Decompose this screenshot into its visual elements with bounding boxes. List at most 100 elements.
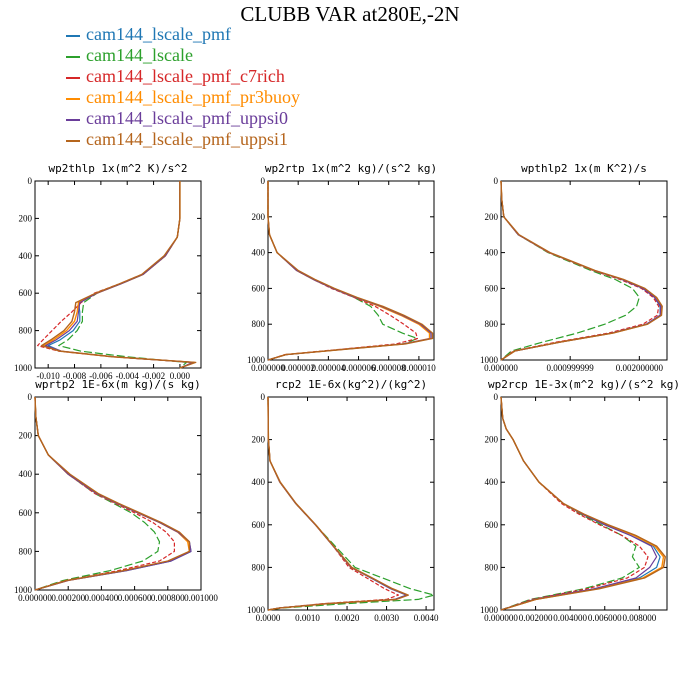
x-tick-label: 0.004000 xyxy=(553,613,587,623)
legend-label: cam144_lscale_pmf_uppsi1 xyxy=(86,129,288,149)
chart-panel: wpthlp2 1x(m K^2)/s020040060080010000.00… xyxy=(480,162,668,373)
y-tick-label: 800 xyxy=(252,319,266,329)
series-line xyxy=(267,181,432,361)
x-tick-label: 0.002000 xyxy=(519,613,553,623)
legend-label: cam144_lscale_pmf_uppsi0 xyxy=(86,108,288,128)
series-line xyxy=(500,180,660,361)
x-tick-label: 0.000400 xyxy=(85,593,119,603)
series-line xyxy=(267,396,408,611)
y-tick-label: 800 xyxy=(485,562,499,572)
x-tick-label: 0.000008 xyxy=(372,363,406,373)
x-tick-label: 0.000004 xyxy=(311,363,345,373)
series-line xyxy=(267,396,409,611)
plot-frame xyxy=(34,180,202,369)
series-line xyxy=(267,181,418,361)
x-tick-label: 0.0030 xyxy=(374,613,399,623)
y-tick-label: 600 xyxy=(19,508,33,518)
x-tick-label: 0.002000000 xyxy=(616,363,664,373)
chart-panel: wp2rtp 1x(m^2 kg)/(s^2 kg)0 200 400 600 800 1… xyxy=(247,162,437,373)
series-line xyxy=(267,396,435,611)
series-line xyxy=(500,180,663,361)
y-tick-label: 400 xyxy=(19,469,33,479)
y-tick-label: 600 xyxy=(252,283,266,293)
y-tick-label: 800 xyxy=(485,319,499,329)
x-tick-label: 0.001000 xyxy=(184,593,218,603)
y-tick-label: 1000 xyxy=(14,585,33,595)
y-tick-label: 400 xyxy=(485,477,499,487)
plot-frame xyxy=(267,396,435,611)
y-tick-label: 200 xyxy=(252,212,266,222)
x-tick-label: 0.000000 xyxy=(251,363,285,373)
x-tick-label: -0.002 xyxy=(142,371,165,381)
series-line xyxy=(267,396,407,611)
y-tick-label: 200 xyxy=(19,213,33,223)
x-tick-label: 0.000999999 xyxy=(547,363,595,373)
y-tick-label: 1000 xyxy=(14,363,33,373)
y-tick-label: 200 xyxy=(19,431,33,441)
panel-title: wpthlp2 1x(m K^2)/s xyxy=(521,162,647,175)
series-line xyxy=(40,181,197,369)
series-line xyxy=(500,396,658,611)
legend-item: cam144_lscale xyxy=(66,45,300,66)
plot-frame xyxy=(34,396,202,591)
y-tick-label: 600 xyxy=(252,520,266,530)
y-tick-label: 400 xyxy=(252,477,266,487)
series-line xyxy=(500,396,640,611)
plot-frame xyxy=(267,180,435,361)
x-tick-label: -0.004 xyxy=(116,371,140,381)
y-tick-label: 0 xyxy=(28,392,33,402)
x-tick-label: -0.008 xyxy=(63,371,87,381)
legend-label: cam144_lscale_pmf_c7rich xyxy=(86,66,285,86)
series-line xyxy=(267,396,408,611)
x-tick-label: 0.000010 xyxy=(402,363,436,373)
x-tick-label: 0.0020 xyxy=(335,613,360,623)
x-tick-label: 0.0010 xyxy=(295,613,320,623)
series-line xyxy=(267,181,418,361)
plot-frame xyxy=(500,396,668,611)
chart-panel: wprtp2 1E-6x(m kg)/(s kg)0 200 400 600 800 10… xyxy=(14,378,218,603)
y-tick-label: 800 xyxy=(19,326,33,336)
x-tick-label: 0.006000 xyxy=(588,613,622,623)
series-line xyxy=(500,396,666,611)
y-tick-label: 0 xyxy=(261,176,266,186)
y-tick-label: 1000 xyxy=(480,605,499,615)
series-line xyxy=(267,396,399,611)
x-tick-label: 0.000200 xyxy=(51,593,85,603)
y-tick-label: 400 xyxy=(252,248,266,258)
series-line xyxy=(267,181,432,361)
chart-panel: wp2rcp 1E-3x(m^2 kg)/(s^2 kg)0 200 400 600 8… xyxy=(480,378,680,623)
y-tick-label: 600 xyxy=(485,283,499,293)
legend-item: cam144_lscale_pmf xyxy=(66,24,300,45)
y-tick-label: 200 xyxy=(485,435,499,445)
series-line xyxy=(34,396,191,591)
y-tick-label: 400 xyxy=(19,251,33,261)
legend-item: cam144_lscale_pmf_uppsi0 xyxy=(66,108,300,129)
series-line xyxy=(500,180,663,361)
legend-swatch xyxy=(66,77,80,79)
legend-label: cam144_lscale xyxy=(86,45,193,65)
x-tick-label: 0.000002 xyxy=(281,363,315,373)
series-line xyxy=(500,180,640,361)
panel-title: rcp2 1E-6x(kg^2)/(kg^2) xyxy=(275,378,427,391)
x-tick-label: 0.000800 xyxy=(151,593,185,603)
x-tick-label: -0.010 xyxy=(37,371,61,381)
panel-title: wprtp2 1E-6x(m kg)/(s kg) xyxy=(35,378,201,391)
y-tick-label: 0 xyxy=(261,392,266,402)
y-tick-label: 200 xyxy=(252,435,266,445)
series-line xyxy=(267,181,431,361)
y-tick-label: 0 xyxy=(28,176,33,186)
figure-title: CLUBB VAR at280E,-2N xyxy=(240,2,460,26)
legend-swatch xyxy=(66,56,80,58)
panel-title: wp2thlp 1x(m^2 K)/s^2 xyxy=(48,162,187,175)
chart-panel: rcp2 1E-6x(kg^2)/(kg^2) 0 200 400 600 800 1000… xyxy=(247,378,439,623)
legend-swatch xyxy=(66,35,80,37)
y-tick-label: 200 xyxy=(485,212,499,222)
y-tick-label: 1000 xyxy=(247,355,266,365)
plot-frame xyxy=(500,180,668,361)
series-line xyxy=(34,396,175,591)
series-line xyxy=(500,396,649,611)
y-tick-label: 1000 xyxy=(247,605,266,615)
x-tick-label: 0.000600 xyxy=(118,593,152,603)
x-tick-label: 0.008000 xyxy=(622,613,656,623)
